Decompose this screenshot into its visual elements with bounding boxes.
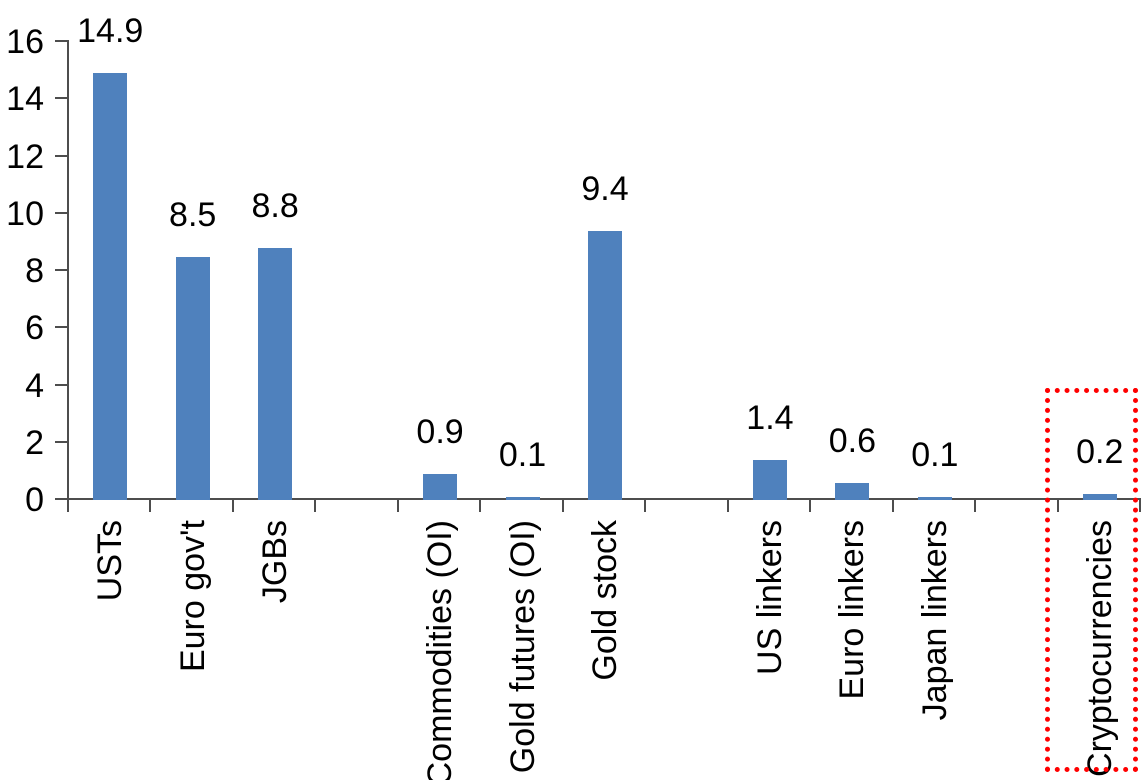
x-tick	[1056, 500, 1059, 512]
bar-value-label: 0.2	[1076, 433, 1124, 472]
bar-value-label: 8.8	[251, 187, 299, 226]
category-label: US linkers	[750, 520, 789, 675]
bar	[423, 474, 458, 500]
x-tick	[396, 500, 399, 512]
y-tick	[55, 211, 67, 214]
bar	[93, 73, 128, 500]
bar-value-label: 1.4	[746, 398, 794, 437]
y-tick	[55, 97, 67, 100]
y-tick-label: 14	[6, 80, 44, 119]
y-tick-label: 0	[25, 481, 44, 519]
bar-value-label: 0.1	[498, 436, 547, 475]
bar	[835, 482, 870, 500]
category-label: Japan linkers	[915, 520, 954, 721]
bar	[258, 248, 293, 500]
x-tick	[1139, 500, 1141, 512]
category-label: Euro linkers	[833, 520, 872, 700]
y-tick	[55, 269, 67, 271]
x-tick	[314, 500, 317, 512]
category-label: Euro gov't	[173, 520, 212, 673]
category-label: Gold stock	[586, 520, 624, 681]
x-tick	[726, 500, 729, 512]
x-tick	[479, 500, 482, 512]
y-tick	[55, 440, 67, 443]
x-tick	[891, 500, 894, 512]
category-label: Commodities (OI)	[421, 520, 460, 780]
bar	[505, 497, 540, 500]
bar	[175, 256, 210, 500]
bar	[588, 230, 622, 500]
category-label: Gold futures (OI)	[503, 520, 542, 774]
y-tick-label: 16	[6, 23, 44, 61]
y-tick	[55, 40, 67, 42]
bar	[1082, 494, 1117, 500]
bar	[917, 497, 952, 500]
y-tick	[55, 326, 67, 329]
x-tick	[809, 500, 812, 512]
x-tick	[974, 500, 977, 512]
y-tick	[55, 383, 67, 386]
bar-value-label: 9.4	[581, 169, 629, 208]
y-tick-label: 2	[25, 423, 44, 462]
x-tick	[231, 500, 234, 512]
highlight-box	[1045, 388, 1139, 772]
y-tick-label: 10	[6, 194, 44, 233]
y-tick-label: 6	[25, 309, 44, 348]
bar	[752, 459, 787, 500]
x-tick	[644, 500, 647, 512]
x-tick	[561, 500, 564, 512]
bar-value-label: 0.9	[416, 413, 464, 452]
x-tick	[67, 500, 69, 512]
bar-value-label: 0.6	[828, 421, 876, 460]
y-tick-label: 4	[25, 366, 44, 405]
y-tick	[55, 154, 67, 157]
y-tick	[55, 498, 67, 500]
bar-value-label: 0.1	[911, 436, 959, 475]
bar-value-label: 14.9	[77, 12, 144, 51]
x-tick	[149, 500, 152, 512]
y-tick-label: 8	[25, 252, 44, 290]
bar-value-label: 8.5	[169, 195, 217, 234]
category-label: USTs	[91, 520, 130, 602]
y-axis-line	[67, 40, 69, 512]
y-tick-label: 12	[6, 137, 44, 176]
category-label: JGBs	[256, 520, 295, 604]
